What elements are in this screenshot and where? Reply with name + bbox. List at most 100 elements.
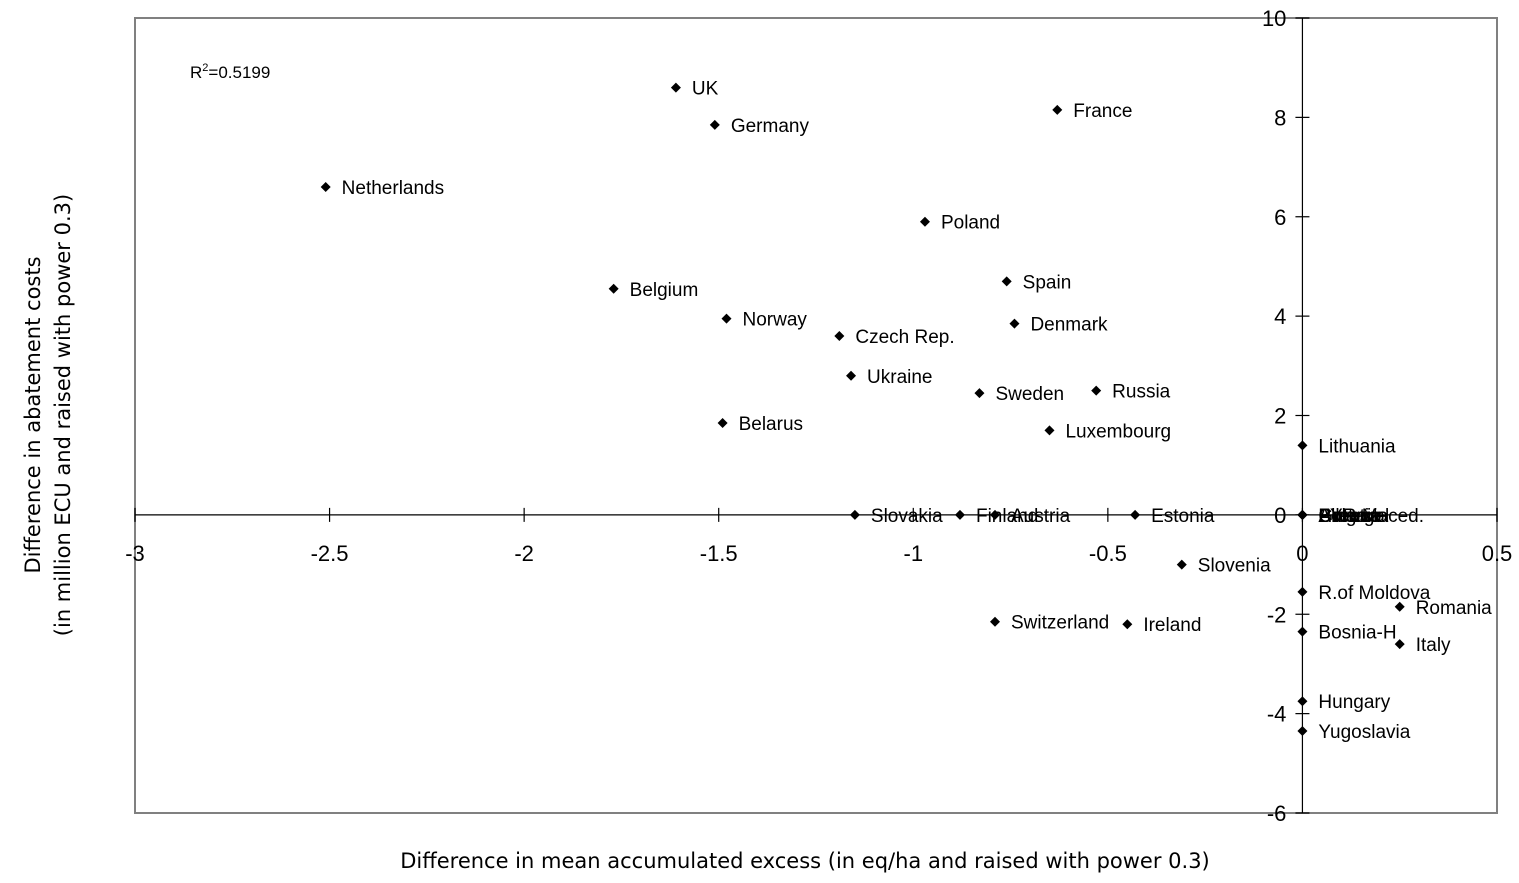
- data-point-marker: [1176, 559, 1187, 570]
- data-point-marker: [1297, 509, 1308, 520]
- data-point-label: Italy: [1416, 635, 1451, 656]
- data-point-label: Greece: [1318, 506, 1380, 527]
- data-point-marker: [1044, 425, 1055, 436]
- data-point: Slovakia: [849, 506, 943, 527]
- data-point-label: Hungary: [1318, 692, 1390, 713]
- data-point-label: Estonia: [1151, 506, 1215, 527]
- y-tick-label: -2: [1267, 602, 1287, 627]
- data-point: Belarus: [717, 414, 803, 435]
- data-point: Czech Rep.: [834, 327, 955, 348]
- data-point: Netherlands: [320, 178, 444, 199]
- data-point-label: Denmark: [1030, 315, 1108, 336]
- data-point: Poland: [919, 213, 1000, 234]
- data-point-label: Croatia: [1318, 506, 1380, 527]
- data-point-marker: [670, 82, 681, 93]
- data-point: Ireland: [1122, 615, 1201, 636]
- x-tick-label: -1.5: [700, 541, 738, 566]
- data-point: Russia: [1091, 382, 1171, 403]
- data-point-marker: [990, 509, 1001, 520]
- data-point-label: France: [1073, 101, 1132, 122]
- data-point-label: Romania: [1416, 598, 1492, 619]
- data-point: Belgium: [608, 280, 699, 301]
- data-point: Finland: [954, 506, 1038, 527]
- data-point-label: Slovenia: [1198, 556, 1271, 577]
- data-point-marker: [717, 417, 728, 428]
- data-point: Sweden: [974, 384, 1064, 405]
- data-point-label: Belarus: [739, 414, 803, 435]
- data-point: Austria: [990, 506, 1071, 527]
- data-point-marker: [846, 370, 857, 381]
- data-point: Lithuania: [1297, 436, 1396, 457]
- data-point: Ukraine: [846, 367, 933, 388]
- data-point-marker: [1297, 586, 1308, 597]
- data-point: Spain: [1001, 272, 1071, 293]
- data-point-label: Russia: [1112, 382, 1171, 403]
- data-point-label: UK: [692, 79, 719, 100]
- data-point-label: Poland: [941, 213, 1000, 234]
- x-tick-label: 0: [1296, 541, 1308, 566]
- data-point: Luxembourg: [1044, 421, 1171, 442]
- data-point-marker: [1001, 276, 1012, 287]
- data-point-marker: [1297, 440, 1308, 451]
- data-point-label: Bulgaria: [1318, 506, 1388, 527]
- data-points: UK Germany France Netherlands Poland Spain Bel…: [320, 79, 1492, 743]
- data-point-label: Finland: [976, 506, 1038, 527]
- data-point-label: Norway: [742, 310, 807, 331]
- data-point-label: Yugoslavia: [1318, 722, 1410, 743]
- data-point-label: Belgium: [630, 280, 699, 301]
- data-point-marker: [320, 181, 331, 192]
- y-tick-label: 8: [1274, 105, 1286, 130]
- data-point-marker: [721, 313, 732, 324]
- data-point-marker: [990, 616, 1001, 627]
- data-point: Yugoslavia: [1297, 722, 1411, 743]
- data-point-label: FYR Maced.: [1318, 506, 1424, 527]
- r2-value: =0.5199: [208, 63, 270, 82]
- y-axis-title-line-2: (in million ECU and raised with power 0.…: [51, 194, 75, 636]
- plot-area-frame: [134, 17, 1498, 814]
- data-point-marker: [849, 509, 860, 520]
- data-point: Italy: [1394, 635, 1451, 656]
- data-point-label: Sweden: [995, 384, 1064, 405]
- y-axis-ticks: -6 -4 -2 0 2 4 6 8 10: [1262, 6, 1310, 826]
- x-tick-label: -0.5: [1089, 541, 1127, 566]
- data-point-label: Ireland: [1143, 615, 1201, 636]
- data-point-marker: [1297, 726, 1308, 737]
- y-tick-label: 4: [1274, 304, 1286, 329]
- data-point: France: [1052, 101, 1132, 122]
- data-point-marker: [1052, 104, 1063, 115]
- data-point-marker: [1130, 509, 1141, 520]
- data-point: Estonia: [1130, 506, 1215, 527]
- data-point-marker: [919, 216, 930, 227]
- data-point-marker: [608, 283, 619, 294]
- data-point: Germany: [709, 116, 810, 137]
- y-tick-label: -4: [1267, 702, 1287, 727]
- data-point: Norway: [721, 310, 807, 331]
- data-point-label: Lithuania: [1318, 436, 1396, 457]
- r2-prefix: R: [190, 63, 202, 82]
- data-point: Romania: [1394, 598, 1492, 619]
- r-squared-annotation: R2=0.5199: [190, 62, 270, 82]
- x-tick-label: -2.5: [311, 541, 349, 566]
- data-point-marker: [834, 331, 845, 341]
- data-point-marker: [1297, 696, 1308, 707]
- data-point: Bosnia-H: [1297, 623, 1397, 644]
- data-point-label: Slovakia: [871, 506, 943, 527]
- data-point: UK: [670, 79, 719, 100]
- data-point-label: Ukraine: [867, 367, 932, 388]
- data-point: Slovenia: [1176, 556, 1271, 577]
- data-point-label: Switzerland: [1011, 613, 1109, 634]
- data-point-label: Netherlands: [342, 178, 444, 199]
- data-point-marker: [1122, 619, 1133, 630]
- data-point-marker: [974, 388, 985, 399]
- y-tick-label: 0: [1274, 503, 1286, 528]
- data-point-label: R.of Moldova: [1318, 583, 1430, 604]
- data-point-label: Germany: [731, 116, 810, 137]
- data-point-label: Czech Rep.: [855, 327, 954, 348]
- data-point-marker: [709, 119, 720, 130]
- data-point: Switzerland: [990, 613, 1109, 634]
- data-point: R.of Moldova: [1297, 583, 1431, 604]
- y-tick-label: 10: [1262, 6, 1286, 31]
- data-point-marker: [1394, 601, 1405, 612]
- y-tick-label: 2: [1274, 404, 1286, 429]
